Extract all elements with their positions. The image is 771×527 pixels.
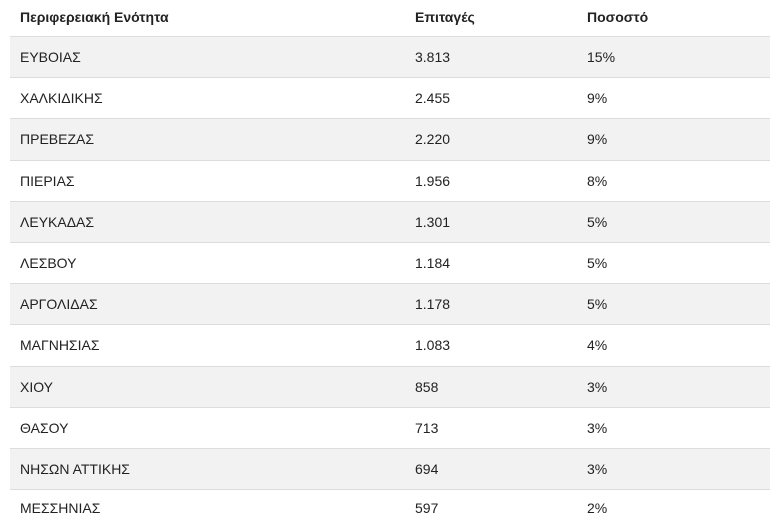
cell-percentage: 3% — [587, 378, 608, 395]
cell-percentage: 5% — [587, 296, 608, 313]
cell-percentage: 9% — [587, 131, 608, 148]
data-table: Περιφερειακή Ενότητα Επιταγές Ποσοστό ΕΥ… — [10, 0, 770, 525]
cell-percentage: 15% — [587, 49, 616, 66]
table-row: ΘΑΣΟΥ 713 3% — [10, 406, 770, 448]
cell-checks: 1.956 — [415, 172, 451, 189]
cell-checks: 694 — [415, 460, 439, 477]
cell-percentage: 3% — [587, 460, 608, 477]
cell-checks: 1.184 — [415, 255, 451, 272]
header-checks: Επιταγές — [415, 9, 475, 25]
header-regional-unit: Περιφερειακή Ενότητα — [20, 9, 169, 25]
table-row: ΠΡΕΒΕΖΑΣ 2.220 9% — [10, 118, 770, 160]
table-row: ΧΑΛΚΙΔΙΚΗΣ 2.455 9% — [10, 77, 770, 118]
cell-percentage: 3% — [587, 419, 608, 436]
table-row: ΠΙΕΡΙΑΣ 1.956 8% — [10, 159, 770, 201]
table-header-row: Περιφερειακή Ενότητα Επιταγές Ποσοστό — [10, 0, 770, 36]
header-percentage: Ποσοστό — [587, 9, 649, 25]
cell-regional-unit: ΕΥΒΟΙΑΣ — [20, 49, 81, 66]
cell-checks: 2.220 — [415, 131, 451, 148]
cell-percentage: 2% — [587, 499, 608, 516]
cell-percentage: 5% — [587, 213, 608, 230]
cell-regional-unit: ΧΙΟΥ — [20, 378, 54, 395]
cell-checks: 3.813 — [415, 49, 451, 66]
cell-checks: 858 — [415, 378, 439, 395]
cell-regional-unit: ΠΡΕΒΕΖΑΣ — [20, 131, 95, 148]
cell-checks: 2.455 — [415, 90, 451, 107]
cell-checks: 1.301 — [415, 213, 451, 230]
table-row: ΝΗΣΩΝ ΑΤΤΙΚΗΣ 694 3% — [10, 447, 770, 490]
cell-checks: 1.083 — [415, 337, 451, 354]
table-row: ΛΕΣΒΟΥ 1.184 5% — [10, 241, 770, 283]
table-row: ΜΕΣΣΗΝΙΑΣ 597 2% — [10, 489, 770, 525]
table-row: ΧΙΟΥ 858 3% — [10, 365, 770, 407]
cell-regional-unit: ΑΡΓΟΛΙΔΑΣ — [20, 296, 98, 313]
cell-regional-unit: ΛΕΥΚΑΔΑΣ — [20, 213, 95, 230]
table-row: ΜΑΓΝΗΣΙΑΣ 1.083 4% — [10, 324, 770, 365]
cell-regional-unit: ΘΑΣΟΥ — [20, 419, 69, 436]
cell-checks: 713 — [415, 419, 439, 436]
cell-regional-unit: ΛΕΣΒΟΥ — [20, 255, 77, 272]
cell-percentage: 4% — [587, 337, 608, 354]
cell-regional-unit: ΧΑΛΚΙΔΙΚΗΣ — [20, 90, 103, 107]
cell-checks: 1.178 — [415, 296, 451, 313]
cell-regional-unit: ΠΙΕΡΙΑΣ — [20, 172, 75, 189]
cell-percentage: 9% — [587, 90, 608, 107]
table-row: ΑΡΓΟΛΙΔΑΣ 1.178 5% — [10, 283, 770, 325]
cell-percentage: 8% — [587, 172, 608, 189]
cell-percentage: 5% — [587, 255, 608, 272]
cell-regional-unit: ΜΕΣΣΗΝΙΑΣ — [20, 499, 101, 516]
table-row: ΕΥΒΟΙΑΣ 3.813 15% — [10, 36, 770, 78]
cell-regional-unit: ΝΗΣΩΝ ΑΤΤΙΚΗΣ — [20, 460, 130, 477]
cell-regional-unit: ΜΑΓΝΗΣΙΑΣ — [20, 337, 100, 354]
table-row: ΛΕΥΚΑΔΑΣ 1.301 5% — [10, 200, 770, 242]
cell-checks: 597 — [415, 499, 439, 516]
